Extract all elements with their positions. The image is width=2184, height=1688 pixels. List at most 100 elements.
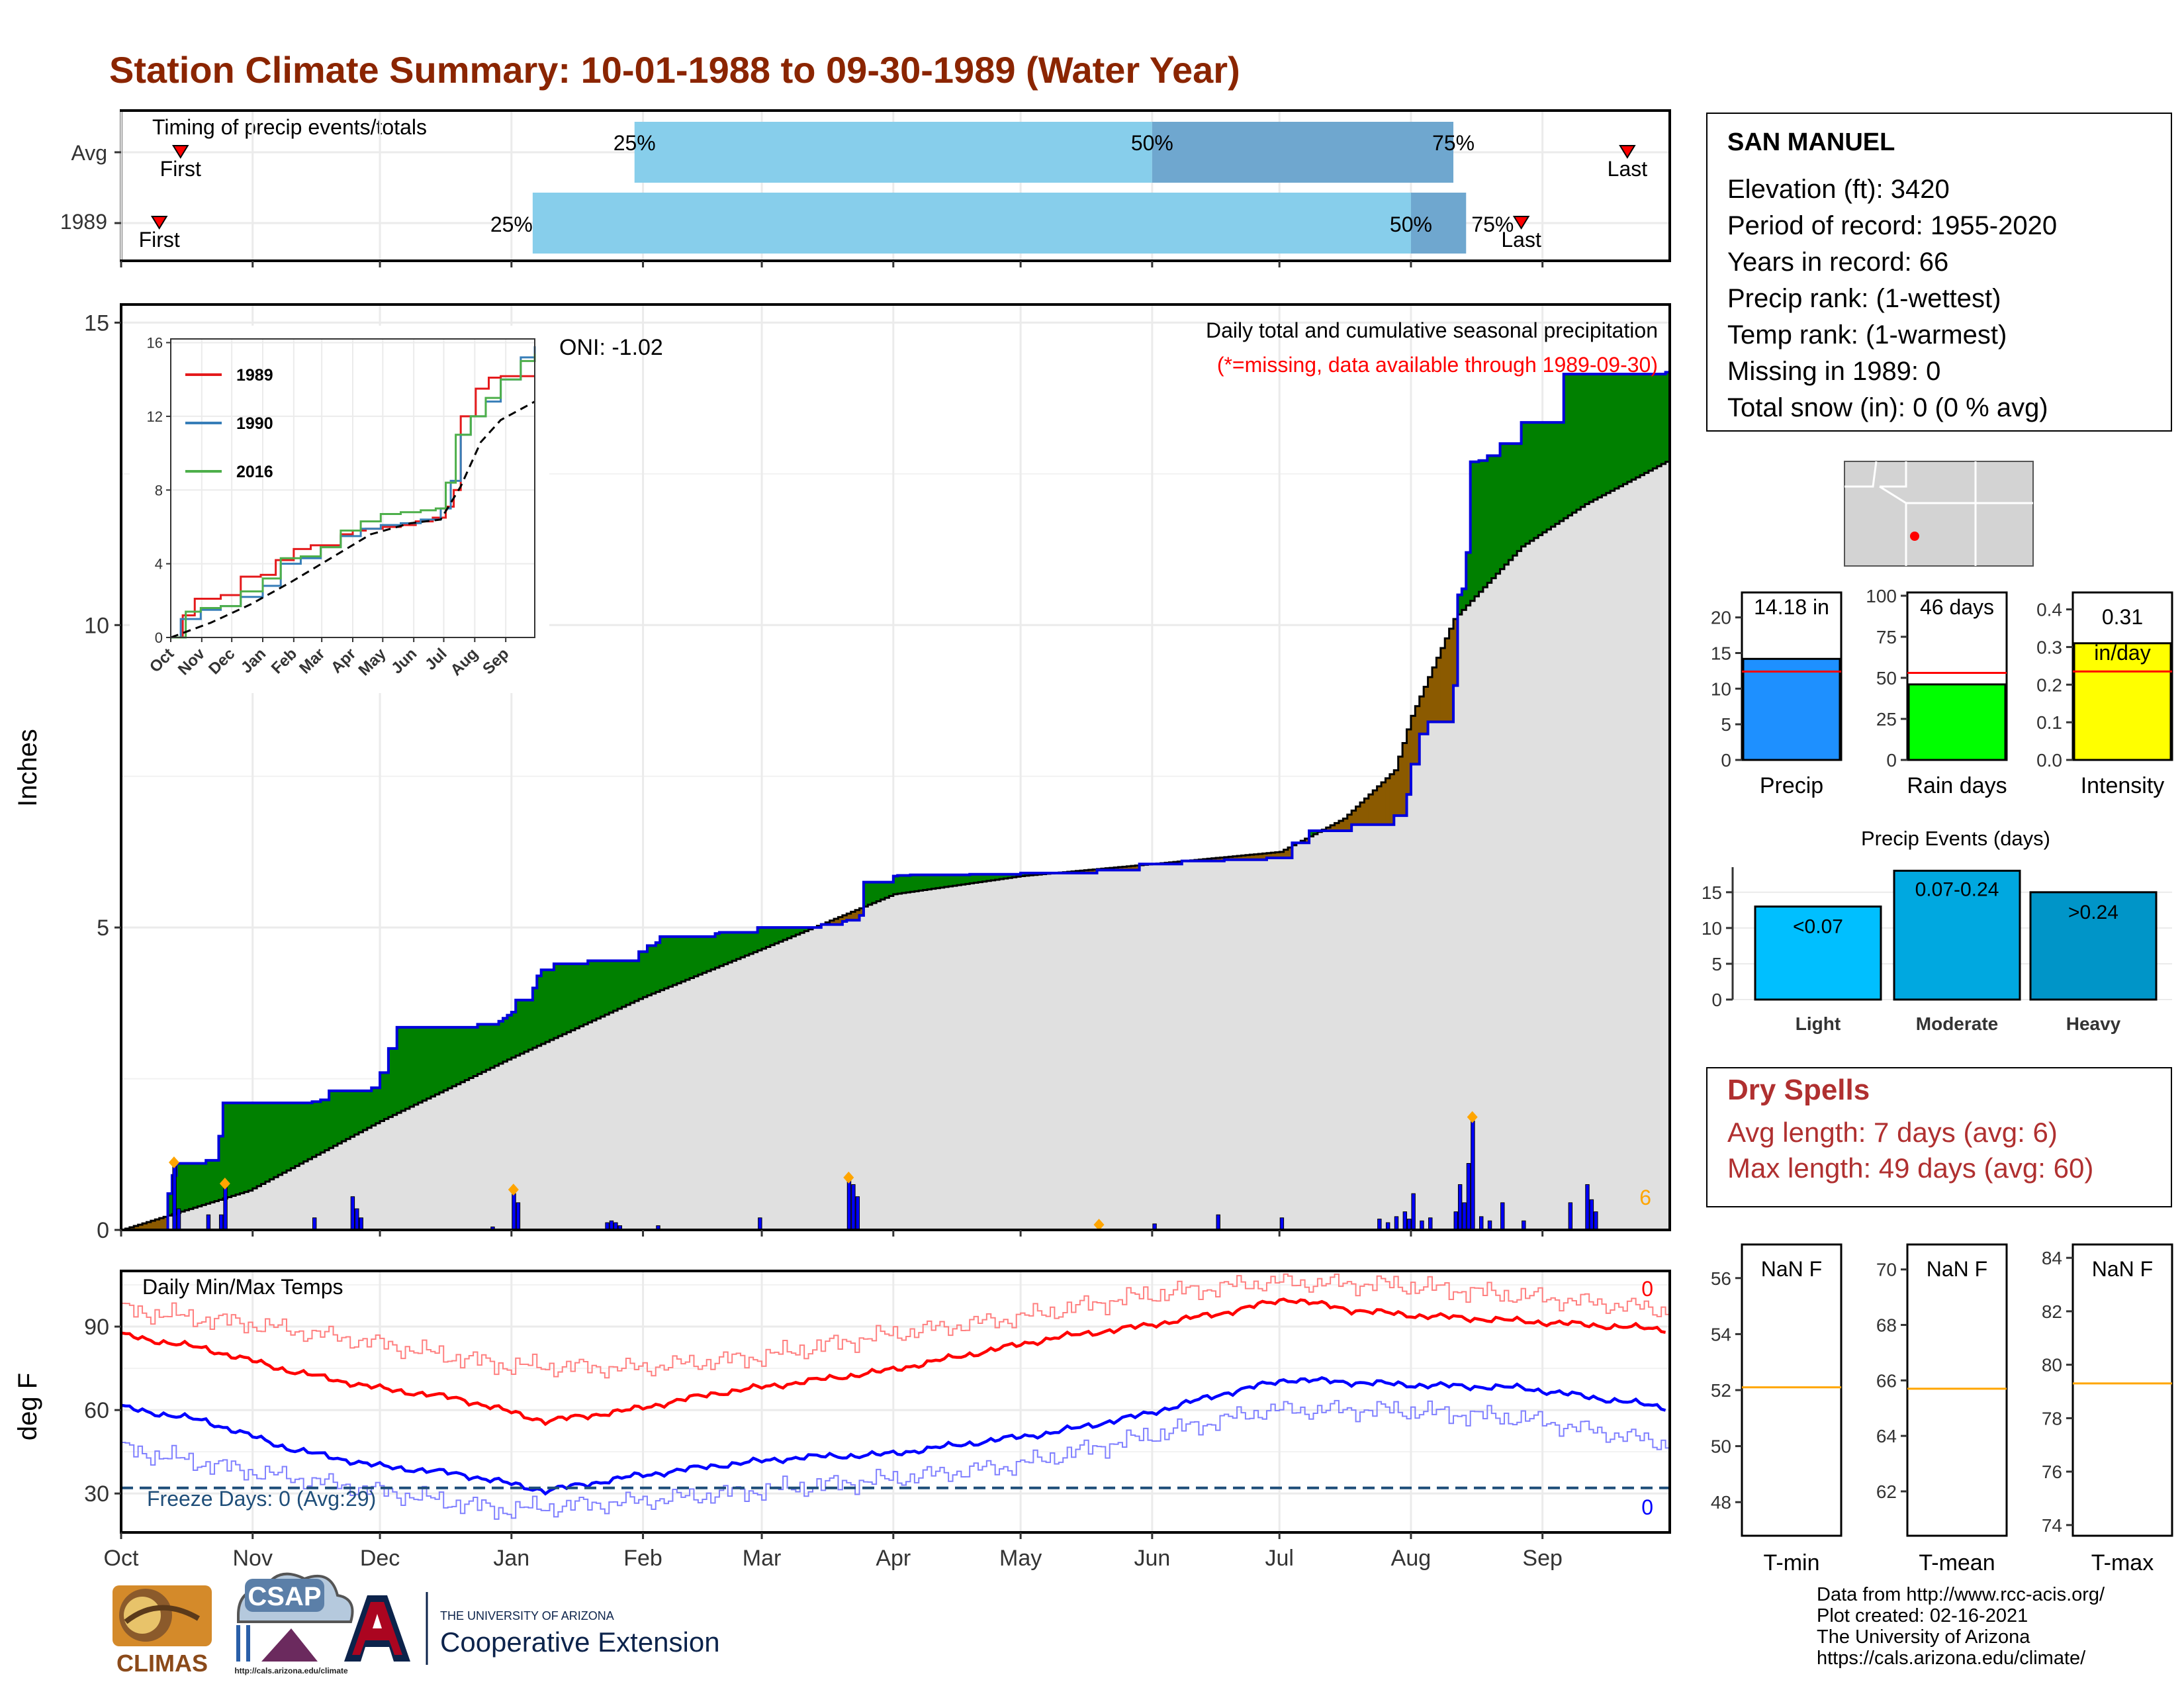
surplus-segment <box>465 1027 470 1080</box>
footer-credits: Data from http://www.rcc-acis.org/ Plot … <box>1817 1584 2105 1669</box>
surplus-segment <box>418 1027 423 1103</box>
temp-bar-frame <box>1906 1243 2008 1537</box>
surplus-segment <box>872 882 877 904</box>
temp-bar-tick-label: 52 <box>1711 1380 1731 1401</box>
mini-bar-tick-label: 0.4 <box>2036 600 2062 620</box>
timing-bar-50-75 <box>1152 122 1454 183</box>
surplus-segment <box>409 1027 414 1107</box>
deficit-segment <box>1130 866 1136 870</box>
deficit-segment <box>1250 855 1255 860</box>
surplus-segment <box>257 1103 262 1186</box>
deficit-segment <box>1410 716 1416 765</box>
surplus-segment <box>388 1048 393 1117</box>
surplus-segment <box>1640 374 1645 475</box>
station-name: SAN MANUEL <box>1727 128 1895 156</box>
daily-precip-bar <box>1585 1184 1590 1231</box>
month-label: Jun <box>1134 1546 1170 1571</box>
surplus-segment <box>324 1100 330 1150</box>
surplus-segment <box>1309 830 1314 837</box>
daily-precip-bar <box>1402 1211 1408 1231</box>
surplus-segment <box>906 875 911 893</box>
daily-precip-bar <box>1500 1202 1505 1231</box>
events-bar-moderate <box>1893 869 2021 1001</box>
surplus-segment <box>265 1103 270 1182</box>
events-bar-label: >0.24 <box>2068 902 2118 923</box>
deficit-segment <box>1334 823 1340 831</box>
deficit-segment <box>1364 798 1369 825</box>
surplus-segment <box>1533 422 1539 538</box>
mini-bar-tick-label: 20 <box>1711 608 1731 628</box>
surplus-segment <box>252 1103 257 1189</box>
timing-first-marker <box>171 145 189 159</box>
deficit-segment <box>838 917 843 925</box>
surplus-segment <box>914 874 919 892</box>
temp-bar-tick-label: 82 <box>2042 1301 2062 1322</box>
timing-lastlabel: Last <box>1608 157 1648 181</box>
surplus-segment <box>796 927 801 935</box>
surplus-segment <box>961 874 966 885</box>
timing-firstlabel: First <box>160 157 201 181</box>
mini-bar-tick-label: 100 <box>1866 586 1897 606</box>
deficit-segment <box>1432 667 1437 722</box>
csap-logo: CSAP http://cals.arizona.edu/climate <box>234 1572 354 1675</box>
surplus-segment <box>715 933 720 968</box>
temp-line-tmax-avg <box>120 1297 1666 1427</box>
surplus-segment <box>558 963 563 1037</box>
surplus-segment <box>1563 374 1569 518</box>
deficit-segment <box>1419 696 1424 734</box>
surplus-segment <box>893 876 898 894</box>
surplus-segment <box>481 1024 486 1072</box>
surplus-segment <box>1521 422 1526 547</box>
surplus-segment <box>579 963 584 1027</box>
surplus-segment <box>791 927 796 937</box>
surplus-segment <box>685 936 690 980</box>
surplus-segment <box>910 874 915 892</box>
surplus-segment <box>901 875 907 894</box>
daily-precip-bar <box>1462 1202 1467 1231</box>
timing-first-marker <box>150 216 168 230</box>
surplus-segment <box>287 1103 292 1171</box>
deficit-segment <box>1283 849 1289 859</box>
surplus-segment <box>392 1048 398 1115</box>
daily-precip-bar <box>1377 1219 1382 1231</box>
surplus-segment <box>634 961 639 1002</box>
station-elevation: Elevation (ft): 3420 <box>1727 175 1950 204</box>
month-label: Sep <box>1522 1546 1563 1571</box>
surplus-segment <box>549 970 555 1041</box>
temp-y-tick-label: 30 <box>84 1481 109 1507</box>
deficit-segment <box>1271 853 1276 859</box>
temp-bar-tick-label: 66 <box>1876 1370 1897 1391</box>
inset-y-tick-label: 8 <box>155 482 163 498</box>
surplus-segment <box>956 874 962 886</box>
mini-bar-tick-label: 25 <box>1876 709 1897 729</box>
deficit-segment <box>1389 774 1394 825</box>
observed-cumulative-line <box>121 371 1670 1231</box>
mini-bar-tick-label: 0.2 <box>2036 675 2062 695</box>
mini-bar-value-label: 46 days <box>1920 595 1994 619</box>
surplus-segment <box>197 1163 203 1207</box>
surplus-segment <box>1614 374 1619 489</box>
surplus-segment <box>1313 830 1318 835</box>
surplus-segment <box>1517 444 1522 551</box>
surplus-segment <box>214 1160 220 1201</box>
surplus-segment <box>736 932 741 959</box>
daily-precip-bar <box>855 1196 860 1231</box>
surplus-segment <box>1508 444 1514 561</box>
mini-bar-tick-label: 0.0 <box>2036 750 2062 771</box>
surplus-segment <box>316 1102 321 1155</box>
surplus-segment <box>1003 874 1009 879</box>
daily-precip-bar <box>851 1184 856 1231</box>
temp-bar-name: T-min <box>1764 1550 1820 1575</box>
inset-y-tick-label: 12 <box>147 408 163 425</box>
temp-bar-name: T-max <box>2091 1550 2154 1575</box>
surplus-segment <box>757 927 762 951</box>
events-tick-label: 5 <box>1711 954 1722 974</box>
surplus-segment <box>723 932 729 964</box>
locator-map-frame <box>1844 461 2034 567</box>
deficit-segment <box>1453 619 1459 686</box>
surplus-segment <box>291 1103 296 1168</box>
surplus-segment <box>426 1027 432 1099</box>
surplus-segment <box>978 874 983 882</box>
surplus-segment <box>1606 374 1611 493</box>
surplus-segment <box>766 927 771 947</box>
